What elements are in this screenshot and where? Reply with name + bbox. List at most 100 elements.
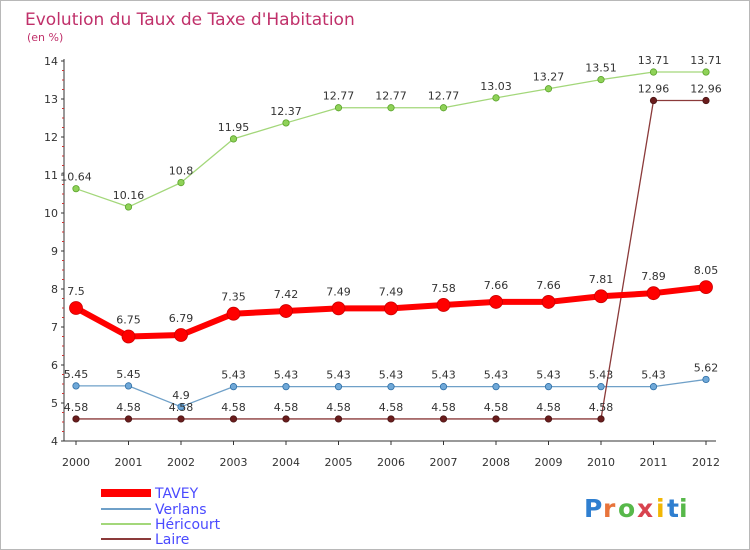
data-label-verlans: 4.9 bbox=[172, 389, 190, 402]
data-label-verlans: 5.43 bbox=[536, 369, 561, 382]
x-tick-label: 2011 bbox=[640, 456, 668, 469]
legend-label-héricourt: Héricourt bbox=[155, 517, 221, 533]
data-label-héricourt: 11.95 bbox=[218, 121, 250, 134]
data-label-tavey: 8.05 bbox=[694, 264, 719, 277]
x-tick-label: 2004 bbox=[272, 456, 300, 469]
data-label-héricourt: 10.16 bbox=[113, 189, 145, 202]
data-point-verlans bbox=[72, 382, 80, 390]
y-tick-label: 5 bbox=[51, 397, 58, 410]
data-label-laire: 4.58 bbox=[64, 401, 89, 414]
data-point-héricourt bbox=[492, 94, 500, 102]
data-point-verlans bbox=[334, 383, 343, 391]
data-point-laire bbox=[282, 415, 290, 423]
data-point-laire bbox=[334, 415, 343, 423]
data-point-tavey bbox=[69, 301, 83, 315]
data-point-laire bbox=[229, 415, 238, 423]
data-label-laire: 4.58 bbox=[274, 401, 299, 414]
data-label-verlans: 5.45 bbox=[64, 368, 89, 381]
data-point-tavey bbox=[384, 301, 398, 316]
data-point-héricourt bbox=[177, 179, 185, 187]
data-label-verlans: 5.43 bbox=[221, 369, 246, 382]
data-point-tavey bbox=[646, 286, 661, 301]
data-label-tavey: 7.49 bbox=[379, 285, 404, 298]
data-label-laire: 4.58 bbox=[536, 401, 561, 414]
data-label-laire: 4.58 bbox=[589, 401, 614, 414]
data-point-héricourt bbox=[72, 185, 80, 193]
data-point-verlans bbox=[439, 383, 448, 391]
y-tick-label: 9 bbox=[51, 245, 58, 258]
data-point-laire bbox=[492, 415, 500, 423]
chart-title: Evolution du Taux de Taxe d'Habitation bbox=[25, 10, 355, 30]
legend-label-verlans: Verlans bbox=[155, 502, 207, 518]
data-point-tavey bbox=[279, 304, 293, 318]
data-point-héricourt bbox=[702, 68, 710, 76]
data-label-héricourt: 12.77 bbox=[375, 90, 407, 103]
data-point-héricourt bbox=[597, 76, 605, 84]
y-tick-label: 10 bbox=[44, 207, 58, 220]
y-tick-label: 7 bbox=[51, 321, 58, 334]
x-tick-label: 2008 bbox=[482, 456, 510, 469]
data-point-tavey bbox=[541, 295, 556, 309]
data-point-tavey bbox=[331, 301, 346, 316]
data-label-tavey: 7.81 bbox=[589, 273, 614, 286]
data-label-laire: 4.58 bbox=[484, 401, 509, 414]
x-tick-label: 2001 bbox=[115, 456, 143, 469]
data-label-tavey: 7.5 bbox=[67, 285, 85, 298]
data-point-laire bbox=[649, 96, 658, 105]
x-tick-label: 2002 bbox=[167, 456, 195, 469]
data-point-héricourt bbox=[229, 135, 238, 143]
data-point-laire bbox=[544, 415, 553, 423]
data-label-verlans: 5.62 bbox=[694, 361, 719, 374]
legend-label-laire: Laire bbox=[155, 532, 189, 548]
proxiti-logo-letter: x bbox=[637, 494, 653, 523]
data-label-héricourt: 13.03 bbox=[480, 80, 512, 93]
y-tick-label: 12 bbox=[44, 131, 58, 144]
data-label-tavey: 7.42 bbox=[274, 288, 299, 301]
data-point-laire bbox=[177, 415, 185, 423]
y-tick-label: 8 bbox=[51, 283, 58, 296]
data-label-laire: 4.58 bbox=[326, 401, 351, 414]
y-tick-label: 4 bbox=[51, 435, 58, 448]
data-point-verlans bbox=[229, 383, 238, 391]
data-label-héricourt: 12.77 bbox=[323, 90, 355, 103]
x-tick-label: 2000 bbox=[62, 456, 90, 469]
data-label-verlans: 5.43 bbox=[326, 369, 351, 382]
data-label-tavey: 7.49 bbox=[326, 285, 351, 298]
data-point-laire bbox=[124, 415, 133, 423]
data-label-verlans: 5.43 bbox=[589, 369, 614, 382]
data-label-verlans: 5.43 bbox=[379, 369, 404, 382]
data-point-laire bbox=[387, 415, 395, 423]
data-label-laire: 4.58 bbox=[379, 401, 404, 414]
data-label-tavey: 7.66 bbox=[484, 279, 509, 292]
data-point-héricourt bbox=[334, 104, 343, 112]
data-label-tavey: 7.58 bbox=[431, 282, 456, 295]
data-label-tavey: 7.66 bbox=[536, 279, 561, 292]
data-point-tavey bbox=[699, 280, 713, 295]
data-label-héricourt: 10.64 bbox=[60, 171, 92, 184]
data-label-laire: 4.58 bbox=[221, 401, 246, 414]
data-point-laire bbox=[439, 415, 448, 423]
data-label-verlans: 5.43 bbox=[641, 369, 666, 382]
data-point-verlans bbox=[282, 383, 290, 391]
data-label-héricourt: 12.37 bbox=[270, 105, 302, 118]
x-tick-label: 2007 bbox=[430, 456, 458, 469]
data-label-héricourt: 13.71 bbox=[638, 54, 670, 67]
data-point-verlans bbox=[124, 382, 133, 390]
data-point-tavey bbox=[594, 289, 608, 304]
data-point-laire bbox=[597, 415, 605, 423]
data-label-verlans: 5.45 bbox=[116, 368, 141, 381]
y-tick-label: 11 bbox=[44, 169, 58, 182]
data-point-héricourt bbox=[387, 104, 395, 112]
proxiti-logo-letter: o bbox=[618, 494, 635, 523]
y-tick-label: 14 bbox=[44, 55, 58, 68]
data-label-héricourt: 13.71 bbox=[690, 54, 722, 67]
data-label-tavey: 6.79 bbox=[169, 312, 194, 325]
data-label-héricourt: 12.77 bbox=[428, 90, 460, 103]
proxiti-logo-letter: i bbox=[656, 494, 665, 523]
data-point-verlans bbox=[492, 383, 500, 391]
data-label-tavey: 6.75 bbox=[116, 314, 141, 327]
data-point-verlans bbox=[387, 383, 395, 391]
data-label-laire: 12.96 bbox=[638, 83, 670, 96]
data-point-tavey bbox=[489, 295, 503, 309]
